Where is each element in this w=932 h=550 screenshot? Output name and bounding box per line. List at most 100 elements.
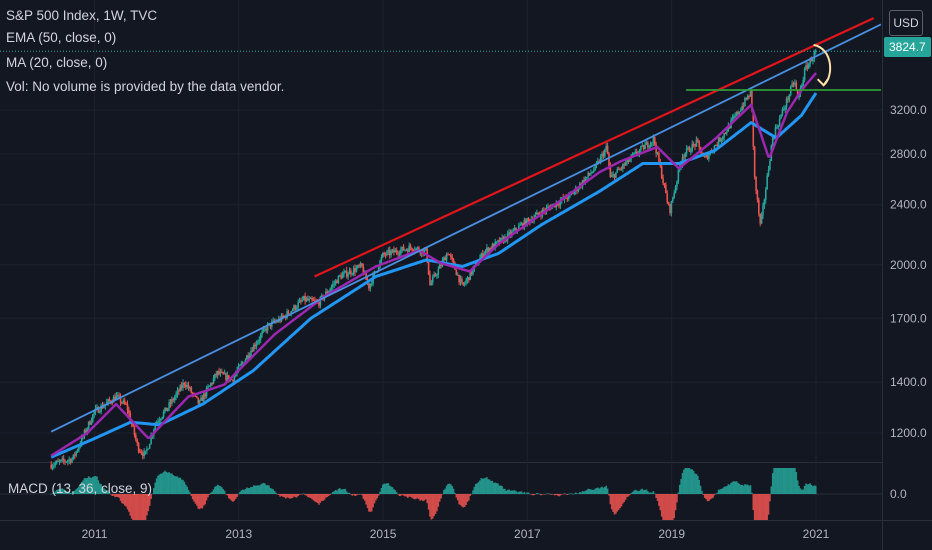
candle-body <box>681 156 684 165</box>
macd-bar <box>54 491 57 494</box>
macd-legend[interactable]: MACD (13, 36, close, 9) <box>8 481 153 496</box>
macd-bar <box>283 494 286 498</box>
macd-bar <box>226 494 229 496</box>
macd-bar <box>672 494 674 520</box>
macd-bar <box>565 494 567 495</box>
macd-bar <box>530 494 533 495</box>
candle-body <box>383 253 385 255</box>
candle-body <box>225 373 227 381</box>
candle-body <box>327 291 330 294</box>
macd-bar <box>230 494 233 501</box>
time-tick-label: 2011 <box>82 527 108 541</box>
macd-bar <box>159 473 162 494</box>
macd-bar <box>298 494 301 495</box>
macd-bar <box>580 492 583 494</box>
macd-bar <box>515 491 517 494</box>
candle-body <box>501 237 503 239</box>
candle-body <box>764 189 767 200</box>
candle-body <box>140 451 143 454</box>
macd-bar <box>240 490 243 494</box>
macd-bar <box>123 494 126 506</box>
macd-bar <box>65 491 68 494</box>
macd-bar <box>749 485 752 494</box>
macd-bar <box>333 491 336 494</box>
macd-bar <box>336 490 338 494</box>
macd-bar <box>118 494 120 498</box>
candle-body <box>486 247 488 251</box>
ema-legend[interactable]: EMA (50, close, 0) <box>6 30 117 45</box>
macd-bar <box>179 477 182 494</box>
candle-body <box>411 247 413 250</box>
candle-body <box>68 459 71 461</box>
candle-body <box>75 451 77 456</box>
candle-body <box>744 98 746 107</box>
candle-body <box>146 448 148 451</box>
macd-bar <box>628 494 631 496</box>
macd-bar <box>334 489 337 494</box>
candle-body <box>513 227 516 231</box>
candle-body <box>741 105 743 111</box>
candle-body <box>401 246 404 250</box>
macd-bar <box>137 494 140 520</box>
macd-bar <box>294 494 297 498</box>
currency-button[interactable]: USD <box>889 10 923 36</box>
candle-body <box>259 334 262 340</box>
macd-bar <box>391 487 394 494</box>
macd-bar <box>792 468 795 494</box>
macd-bar <box>591 489 594 494</box>
candle-body <box>616 169 619 173</box>
candle-body <box>255 343 258 347</box>
macd-bar <box>76 487 79 494</box>
macd-bar <box>215 486 218 494</box>
candle-body <box>649 142 652 147</box>
macd-bar <box>108 491 111 494</box>
candle-body <box>172 399 175 401</box>
macd-bar <box>481 478 484 494</box>
price-tick-label: 2400.0 <box>890 198 927 212</box>
macd-bar <box>554 494 556 496</box>
candle-body <box>247 355 250 358</box>
candle-body <box>65 461 68 463</box>
macd-bar <box>756 494 759 520</box>
macd-bar <box>265 485 268 494</box>
candle-body <box>745 98 748 100</box>
candle-body <box>286 311 288 318</box>
macd-bar <box>301 494 304 495</box>
macd-bar <box>82 480 84 494</box>
macd-bar <box>547 493 549 494</box>
macd-bar <box>468 494 470 501</box>
macd-bar <box>197 494 200 509</box>
ma-legend[interactable]: MA (20, close, 0) <box>6 55 108 70</box>
candle-body <box>282 315 284 317</box>
macd-bar <box>597 487 599 494</box>
macd-bar <box>651 492 653 494</box>
volume-legend: Vol: No volume is provided by the data v… <box>6 79 285 94</box>
candle-body <box>69 459 72 463</box>
candle-body <box>434 274 437 276</box>
candle-body <box>733 116 735 119</box>
macd-bar <box>470 493 473 495</box>
macd-bar <box>93 476 95 494</box>
macd-bar <box>576 493 578 494</box>
macd-bar <box>683 469 685 494</box>
macd-bar <box>440 494 442 499</box>
macd-bar <box>458 494 460 505</box>
candle-body <box>408 245 410 252</box>
candle-body <box>111 402 114 404</box>
macd-bar <box>351 494 354 496</box>
macd-bar <box>574 492 577 494</box>
candle-body <box>791 83 793 87</box>
macd-bar <box>412 494 415 499</box>
candle-body <box>348 270 351 275</box>
macd-bar <box>373 494 376 504</box>
candle-body <box>665 185 667 194</box>
candle-body <box>293 305 295 310</box>
macd-bar <box>232 494 234 502</box>
candle-body <box>592 170 595 173</box>
candle-body <box>203 393 205 402</box>
macd-bar <box>472 490 474 494</box>
macd-bar <box>723 486 725 494</box>
candle-body <box>297 302 299 308</box>
candle-body <box>405 249 408 251</box>
